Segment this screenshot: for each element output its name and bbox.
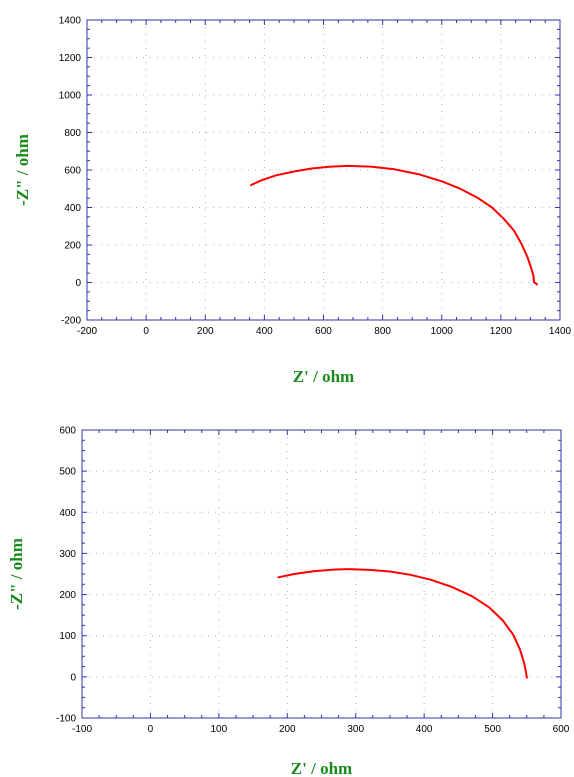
x-tick-label: 1000 (431, 326, 454, 337)
x-tick-label: 1200 (490, 326, 513, 337)
x-tick-label: 100 (211, 724, 228, 735)
x-tick-label: 500 (484, 724, 501, 735)
y-tick-label: 1200 (59, 53, 82, 64)
nyquist-plot-bottom: -100 0 100 200 300 400 500 600 -100 0 100 200 300 400… (7, 426, 570, 777)
y-tick-label: 300 (59, 549, 76, 560)
x-tick-label: 600 (315, 326, 332, 337)
plot-frame (81, 429, 562, 719)
x-tick-label: -100 (72, 724, 92, 735)
x-tick-label: 400 (256, 326, 273, 337)
y-axis-title: -Z" / ohm (7, 538, 26, 610)
y-tick-label: 0 (70, 672, 76, 683)
y-tick-label: 500 (59, 467, 76, 478)
y-tick-label: 600 (64, 166, 81, 177)
y-tick-label: 100 (59, 631, 76, 642)
impedance-curve (250, 164, 538, 286)
x-tick-label: 1400 (549, 326, 572, 337)
y-tick-label: -200 (61, 316, 81, 327)
y-tick-label: 600 (59, 426, 76, 437)
y-tick-label: 0 (75, 278, 81, 289)
impedance-curve (277, 568, 528, 679)
y-tick-label: 1000 (59, 91, 82, 102)
y-tick-label: 200 (59, 590, 76, 601)
y-tick-label: 1400 (59, 16, 82, 27)
x-tick-label: 0 (148, 724, 154, 735)
x-tick-label: 300 (347, 724, 364, 735)
nyquist-plot-top: -200 0 200 400 600 800 1000 1200 1400 -200 0 200 400… (13, 16, 572, 387)
x-axis-title: Z' / ohm (293, 367, 354, 386)
x-tick-label: 0 (143, 326, 149, 337)
y-axis-title: -Z" / ohm (13, 134, 32, 206)
y-tick-label: 200 (64, 241, 81, 252)
x-tick-label: 800 (374, 326, 391, 337)
x-tick-label: 600 (553, 724, 570, 735)
y-tick-label: 400 (64, 203, 81, 214)
y-tick-label: -100 (56, 714, 76, 725)
x-tick-label: 400 (416, 724, 433, 735)
y-tick-label: 400 (59, 508, 76, 519)
x-tick-label: 200 (197, 326, 214, 337)
y-tick-label: 800 (64, 128, 81, 139)
x-tick-label: 200 (279, 724, 296, 735)
x-axis-title: Z' / ohm (291, 759, 352, 777)
x-tick-label: -200 (77, 326, 97, 337)
